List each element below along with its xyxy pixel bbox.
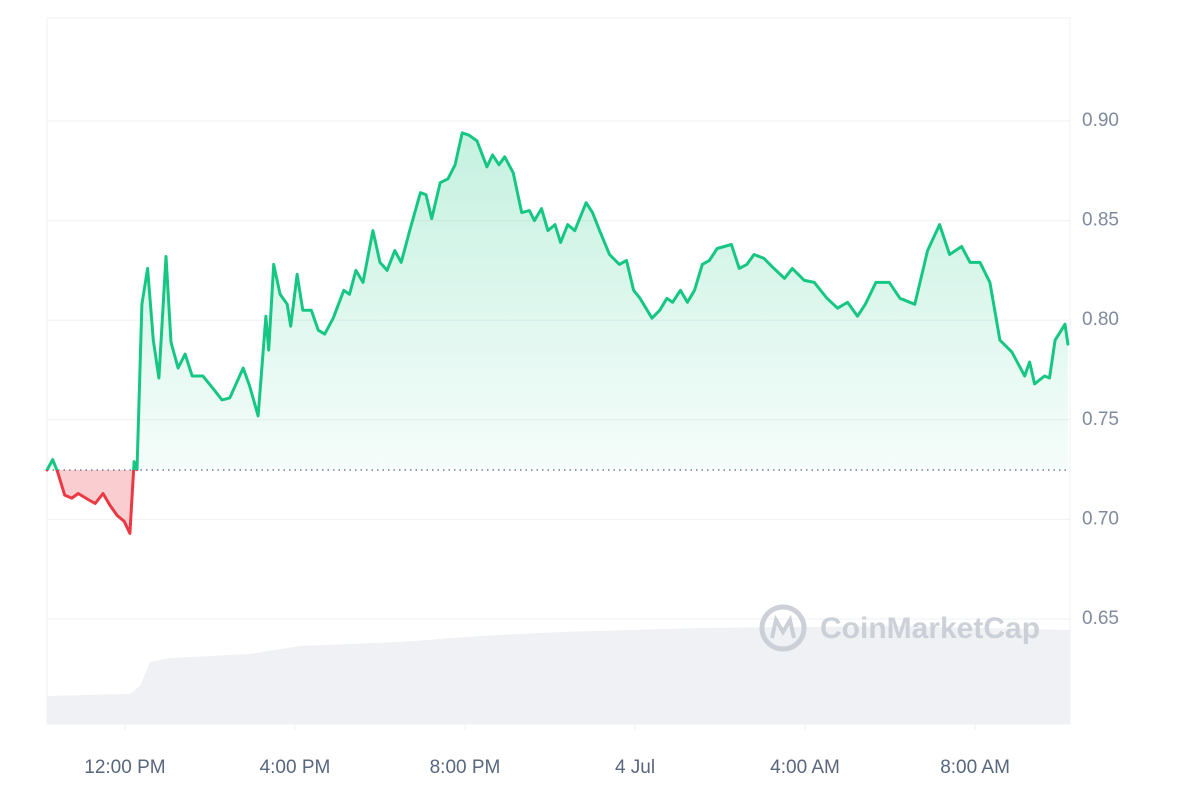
watermark: CoinMarketCap	[759, 604, 1040, 652]
x-tick-label: 12:00 PM	[84, 757, 165, 778]
y-tick-label: 0.75	[1082, 409, 1119, 430]
watermark-text: CoinMarketCap	[820, 612, 1040, 645]
y-tick-label: 0.90	[1082, 110, 1119, 131]
y-tick-label: 0.70	[1082, 508, 1119, 529]
x-tick-label: 8:00 PM	[430, 757, 501, 778]
y-tick-label: 0.80	[1082, 309, 1119, 330]
x-tick-label: 4 Jul	[615, 757, 655, 778]
x-tick-label: 4:00 AM	[770, 757, 840, 778]
x-tick-label: 8:00 AM	[940, 757, 1010, 778]
y-tick-label: 0.85	[1082, 210, 1119, 231]
volume-area	[47, 626, 1070, 724]
y-tick-label: 0.65	[1082, 608, 1119, 629]
x-tick-label: 4:00 PM	[260, 757, 331, 778]
price-area	[47, 132, 1068, 534]
price-line	[45, 131, 1070, 535]
